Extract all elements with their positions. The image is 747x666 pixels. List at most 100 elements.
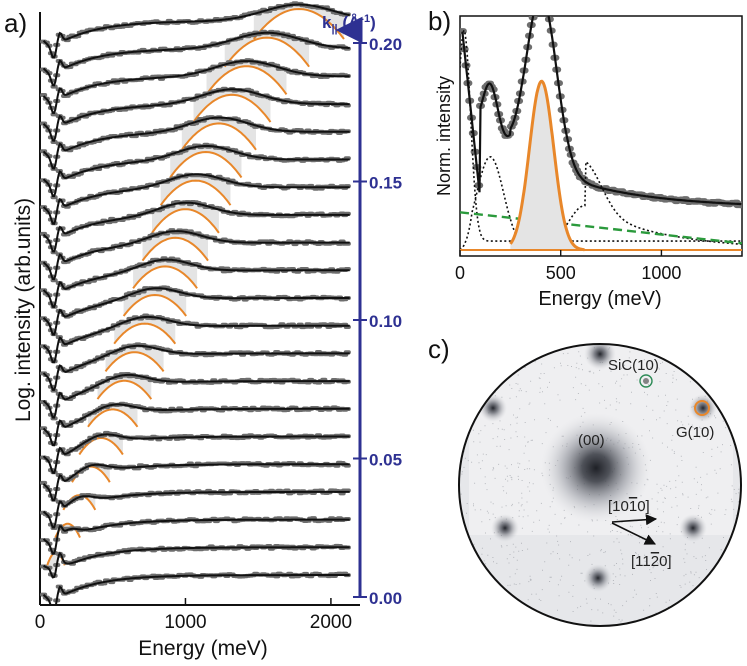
panel-a-plasmon-peaks <box>46 4 345 572</box>
plasmon-peak-curve <box>104 351 165 372</box>
spectrum-fit-line <box>42 373 350 419</box>
plasmon-fill <box>181 117 256 150</box>
panel-b-plot <box>460 16 742 252</box>
plasmon-fill <box>170 145 242 178</box>
plasmon-fill <box>123 288 187 316</box>
panel-b-plasmon-fill <box>510 81 585 250</box>
spectrum-fit-line <box>42 315 350 364</box>
spectrum-fit-line <box>42 144 350 198</box>
spot-sic10 <box>643 378 649 384</box>
direction-label-1010: [1010] <box>608 498 650 515</box>
x-tick-label: 1000 <box>641 263 681 283</box>
panel-b-component-2 <box>460 155 742 251</box>
plasmon-peak-curve <box>96 379 153 400</box>
spectrum-fit-line <box>42 344 350 391</box>
panel-b-background-dashed <box>460 211 742 245</box>
k-tick-label: 0.20 <box>369 35 402 54</box>
spectrum-fit-line <box>42 463 350 502</box>
plasmon-fill <box>206 61 287 95</box>
sic10-label: SiC(10) <box>608 357 659 374</box>
spectrum-fit-line <box>42 403 350 447</box>
spectrum-fit-line <box>42 490 350 529</box>
panel-a-xlabel: Energy (meV) <box>138 637 268 660</box>
spectrum-fit-line <box>42 518 350 555</box>
spot-upper-left <box>479 394 507 422</box>
plasmon-fill <box>224 32 310 67</box>
plasmon-peak-curve <box>205 65 288 95</box>
plasmon-fill <box>142 231 208 261</box>
panel-b-data-points <box>460 16 742 209</box>
k-axis-label: k|| (Å-1) <box>322 13 376 35</box>
panel-b-label: b) <box>428 6 451 36</box>
g10-label: G(10) <box>676 424 714 441</box>
center-spot-label: (00) <box>578 432 605 449</box>
plasmon-peak-curve <box>132 265 198 289</box>
plasmon-peak-curve <box>122 293 187 317</box>
panel-b-ylabel: Norm. intensity <box>434 76 454 196</box>
plasmon-peak-curve <box>151 208 220 234</box>
plasmon-fill <box>72 464 110 483</box>
g10-marker <box>694 400 710 416</box>
panel-b-fit-line <box>461 16 742 206</box>
panel-b-component-3 <box>460 160 742 251</box>
spot-lower-left <box>491 514 519 542</box>
plasmon-peak-curve <box>169 150 243 179</box>
spectrum-fit-line <box>42 201 350 253</box>
spot-top <box>584 344 616 370</box>
spectrum-fit-line <box>42 31 350 87</box>
spectrum-fit-line <box>42 3 350 59</box>
spectrum-fit-line <box>42 230 350 281</box>
panel-c: c) SiC(10) G(10) (00) [1010] [1120] <box>428 334 742 627</box>
spectrum-fit-line <box>42 287 350 336</box>
plasmon-peak-curve <box>223 36 310 68</box>
x-tick-label: 0 <box>35 612 46 633</box>
sic10-marker <box>639 374 653 388</box>
k-tick-label: 0.05 <box>369 451 402 470</box>
k-tick-label: 0.00 <box>369 589 402 608</box>
spectrum-fit-line <box>42 433 350 474</box>
k-axis-ticks: 0.00 0.05 0.10 0.15 0.20 <box>353 35 402 608</box>
panel-a: a) 0 1000 2000 Energy (meV) Log. intensity… <box>4 1 402 660</box>
k-tick-label: 0.10 <box>369 312 402 331</box>
spectrum-fit-line <box>42 258 350 308</box>
spectrum-fit-line <box>42 60 350 115</box>
plasmon-peak-curve <box>253 7 345 40</box>
plasmon-fill <box>97 374 152 400</box>
panel-b-component-1 <box>460 27 742 242</box>
panel-b-frame <box>459 15 743 257</box>
plasmon-peak-curve <box>113 322 177 345</box>
spot-00 <box>541 413 651 523</box>
panel-a-spectra <box>40 1 351 605</box>
plasmon-fill <box>152 202 219 233</box>
panel-a-ylabel: Log. intensity (arb.units) <box>12 198 35 422</box>
diffraction-outline <box>458 343 742 627</box>
spectrum-data-points <box>40 543 351 578</box>
plasmon-fill <box>160 174 231 206</box>
spectrum-fit-line <box>42 574 350 605</box>
x-tick-label: 0 <box>455 263 465 283</box>
plasmon-peak-curve <box>87 408 139 428</box>
plasmon-peak-curve <box>180 122 257 151</box>
spectrum-fit-line <box>42 173 350 225</box>
plasmon-peak-curve <box>78 437 124 456</box>
direction-arrow-1120 <box>611 522 657 545</box>
spectrum-fit-line <box>43 546 350 579</box>
plasmon-peak-curve <box>192 93 272 123</box>
panel-b-plasmon-peak <box>509 79 585 252</box>
panel-b-xlabel: Energy (meV) <box>538 288 661 310</box>
plasmon-fill <box>193 89 271 123</box>
panel-a-label: a) <box>4 8 27 38</box>
diffraction-pattern <box>459 344 741 626</box>
plasmon-fill <box>253 4 344 39</box>
spot-lower-right <box>679 514 707 542</box>
panel-b-x-ticks: 0 500 1000 <box>455 250 681 283</box>
x-tick-label: 2000 <box>310 612 352 633</box>
direction-label-1120: [1120] <box>631 553 672 570</box>
x-tick-label: 1000 <box>164 612 206 633</box>
direction-arrow-1010 <box>611 514 658 526</box>
panel-a-x-ticks: 0 1000 2000 <box>35 598 352 633</box>
plasmon-fill <box>133 259 198 289</box>
panel-c-label: c) <box>428 334 450 364</box>
spectrum-fit-line <box>42 116 350 170</box>
x-tick-label: 500 <box>546 263 576 283</box>
